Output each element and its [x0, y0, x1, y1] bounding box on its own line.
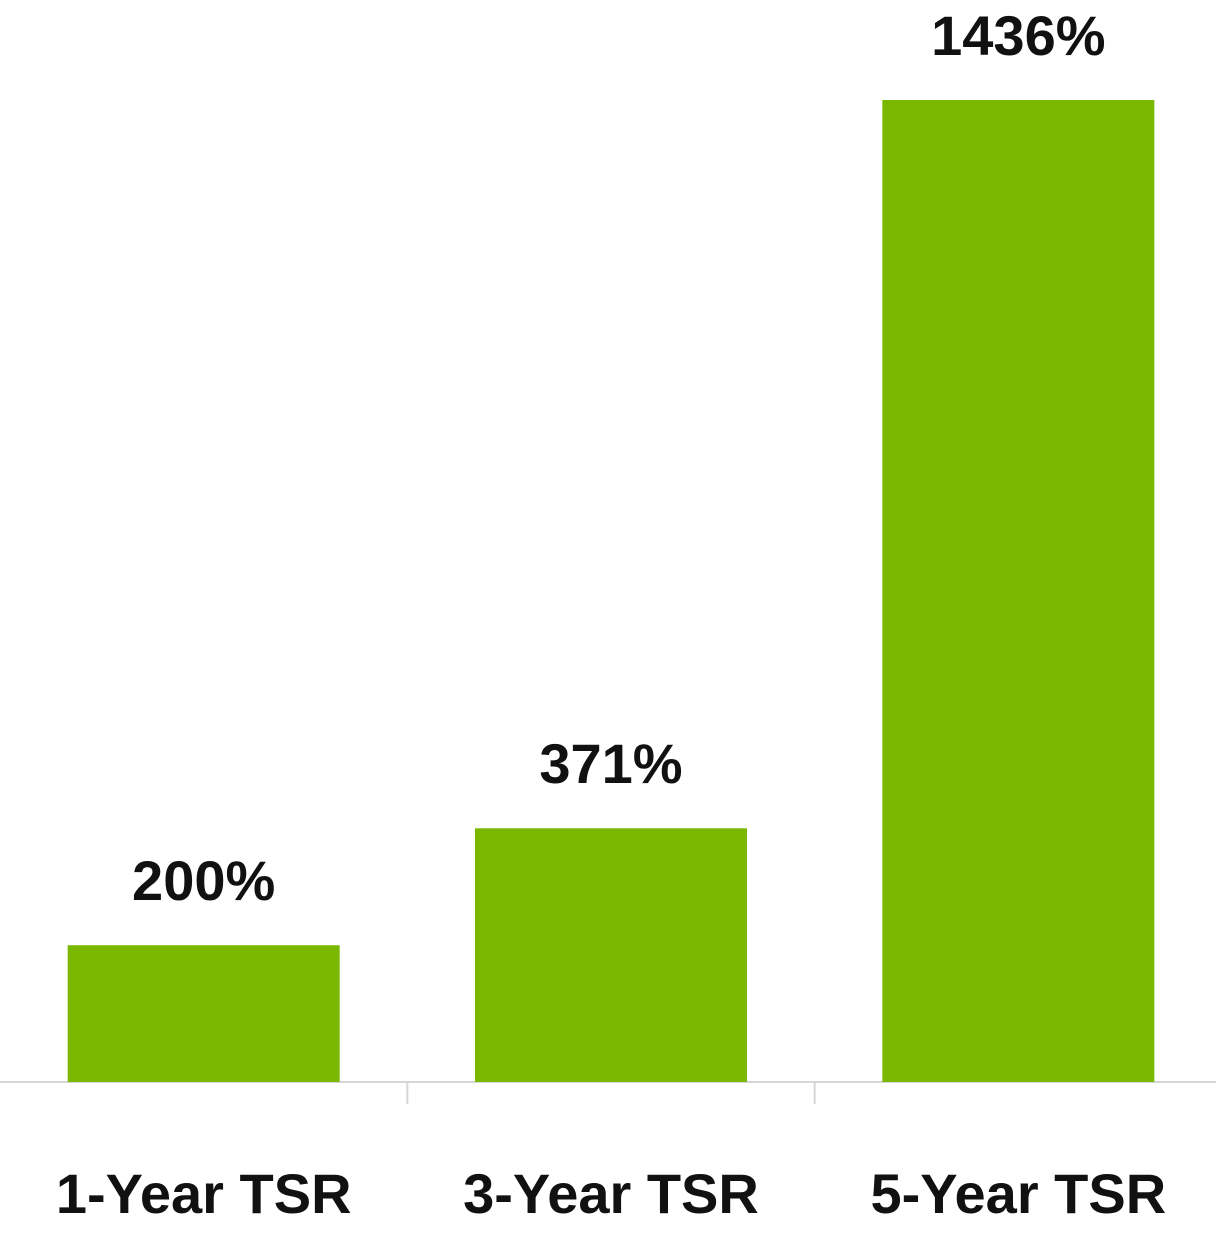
bar	[475, 828, 747, 1082]
x-tick-label: 1-Year TSR	[56, 1162, 352, 1225]
bar	[882, 100, 1155, 1082]
value-label: 371%	[539, 732, 682, 795]
value-label: 200%	[132, 849, 275, 912]
x-tick-label: 5-Year TSR	[870, 1162, 1166, 1225]
bar	[67, 945, 340, 1082]
value-label: 1436%	[931, 4, 1105, 67]
x-tick-label: 3-Year TSR	[463, 1162, 759, 1225]
